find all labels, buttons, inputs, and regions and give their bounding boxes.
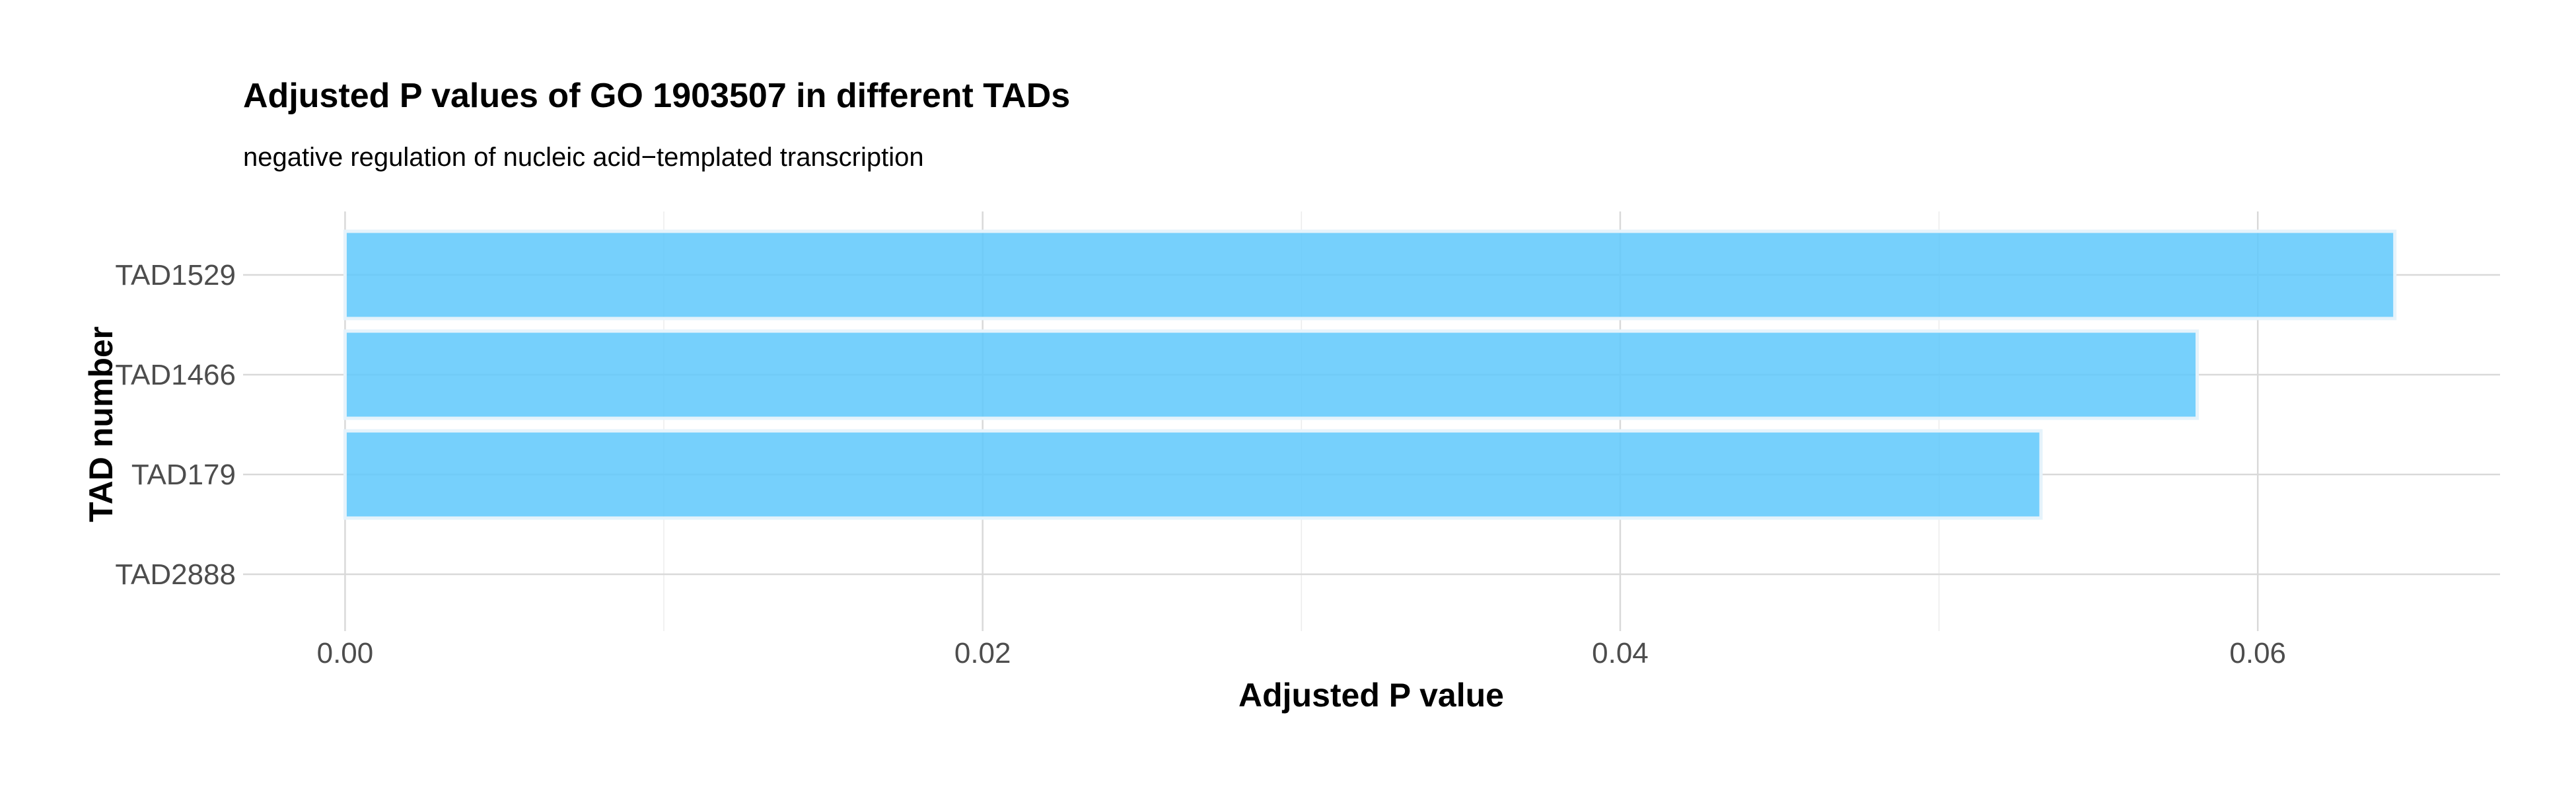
bars — [343, 229, 2397, 520]
y-tick-label: TAD179 — [131, 459, 236, 491]
chart-subtitle: negative regulation of nucleic acid−temp… — [243, 143, 924, 172]
x-tick-label: 0.06 — [2229, 637, 2286, 669]
x-axis-ticks: 0.00 0.02 0.04 0.06 — [317, 637, 2286, 669]
bar-tad1529 — [343, 229, 2397, 321]
bar-tad179 — [343, 429, 2043, 520]
x-tick-label: 0.02 — [954, 637, 1011, 669]
chart-title: Adjusted P values of GO 1903507 in diffe… — [243, 77, 1070, 115]
bar-tad1466 — [343, 329, 2200, 420]
y-tick-label: TAD2888 — [115, 558, 236, 591]
y-axis-ticks: TAD1529 TAD1466 TAD179 TAD2888 — [115, 259, 236, 591]
x-axis-title: Adjusted P value — [1238, 677, 1504, 714]
y-tick-label: TAD1529 — [115, 259, 236, 291]
x-tick-label: 0.00 — [317, 637, 374, 669]
y-tick-label: TAD1466 — [115, 359, 236, 391]
x-tick-label: 0.04 — [1592, 637, 1649, 669]
y-axis-title: TAD number — [83, 326, 120, 522]
